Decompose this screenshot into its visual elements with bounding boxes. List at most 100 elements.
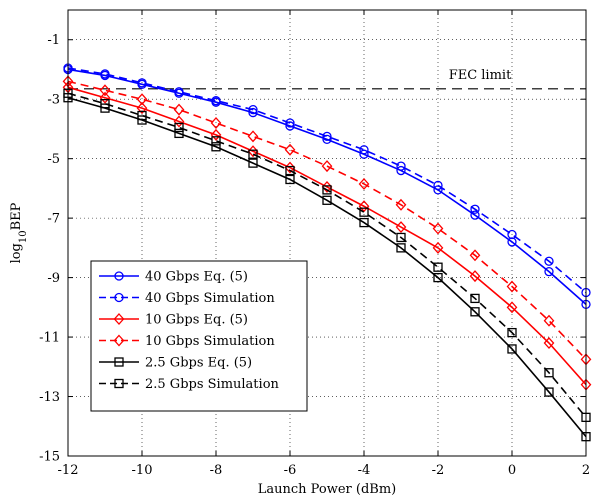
square-marker	[359, 217, 369, 228]
series-line	[67, 80, 587, 360]
square-marker	[544, 368, 554, 378]
legend-entry-label: 2.5 Gbps Eq. (5)	[145, 356, 252, 371]
circle-marker	[433, 180, 443, 191]
diamond-marker	[358, 177, 370, 190]
series-line	[67, 86, 587, 386]
legend-entry-label: 10 Gbps Simulation	[145, 334, 275, 349]
square-marker	[359, 207, 369, 217]
x-tick-label: 2	[582, 463, 590, 478]
circle-marker	[248, 107, 258, 118]
circle-marker	[174, 87, 184, 97]
series-line	[67, 92, 587, 418]
y-tick-label: -15	[39, 450, 60, 465]
diamond-marker	[321, 160, 333, 173]
diamond-marker	[173, 115, 185, 128]
y-axis-title: log10BEP	[9, 202, 29, 263]
circle-marker	[100, 69, 110, 79]
square-marker	[174, 128, 184, 139]
legend-entry-label: 10 Gbps Eq. (5)	[145, 313, 248, 328]
y-axis-title-subscript: 10	[18, 230, 29, 243]
circle-marker	[544, 267, 554, 277]
diamond-marker	[469, 249, 481, 262]
x-axis-title: Launch Power (dBm)	[258, 482, 396, 496]
circle-marker	[285, 118, 295, 128]
circle-marker	[396, 165, 406, 176]
x-tick-label: -8	[210, 463, 223, 478]
series-line	[67, 96, 587, 438]
square-marker	[285, 165, 295, 176]
circle-marker	[544, 256, 554, 266]
diamond-marker	[284, 143, 296, 156]
diamond-marker	[99, 91, 111, 104]
circle-marker	[137, 78, 147, 88]
square-marker	[248, 149, 258, 159]
legend: 40 Gbps Eq. (5) 40 Gbps Simulation 10 Gbps…	[90, 260, 308, 412]
series-line	[67, 68, 587, 305]
series-line	[67, 67, 587, 294]
square-marker	[211, 142, 221, 152]
circle-marker	[114, 292, 124, 303]
diamond-marker	[113, 313, 125, 325]
x-tick-label: -6	[284, 463, 297, 478]
square-marker	[114, 378, 124, 389]
series-6	[63, 88, 591, 422]
square-marker	[544, 387, 554, 397]
fec-limit-label: FEC limit	[449, 68, 512, 83]
square-marker	[322, 185, 332, 195]
circle-marker	[470, 210, 480, 220]
y-tick-label: -1	[47, 33, 60, 48]
x-tick-label: -10	[132, 463, 153, 478]
x-tick-label: -12	[58, 463, 79, 478]
diamond-marker	[395, 221, 407, 234]
diamond-marker	[113, 334, 125, 347]
y-axis-title-main: log	[9, 243, 24, 263]
diamond-marker	[173, 103, 185, 116]
x-tick-label: -4	[358, 463, 371, 478]
diamond-marker	[506, 301, 518, 314]
y-tick-label: -13	[39, 390, 60, 405]
diamond-marker	[358, 200, 370, 213]
diamond-marker	[543, 314, 555, 327]
square-marker	[433, 262, 443, 272]
square-marker	[248, 158, 258, 168]
square-marker	[137, 110, 147, 121]
legend-entry-label: 40 Gbps Eq. (5)	[145, 270, 248, 285]
axis-ticks: -12 -10 -8 -6 -4 -2 0 2 -1 -3 -5 -7 -9 -11 -13 -15	[39, 10, 590, 478]
x-tick-label: -2	[432, 463, 445, 478]
diamond-marker	[506, 280, 518, 293]
diamond-marker	[210, 128, 222, 141]
square-marker	[470, 307, 480, 317]
square-marker	[507, 344, 517, 354]
x-tick-label: 0	[508, 463, 516, 478]
plot-area	[67, 9, 587, 457]
diamond-marker	[432, 241, 444, 254]
diamond-marker	[432, 222, 444, 235]
y-tick-label: -7	[47, 212, 60, 227]
y-tick-label: -11	[39, 331, 60, 346]
y-tick-label: -3	[47, 93, 60, 108]
circle-marker	[248, 104, 258, 115]
circle-marker	[359, 149, 369, 159]
legend-box	[90, 260, 308, 412]
diamond-marker	[210, 117, 222, 129]
circle-marker	[507, 229, 517, 240]
square-marker	[285, 174, 295, 185]
circle-marker	[285, 121, 295, 131]
diamond-marker	[469, 270, 481, 283]
square-marker	[211, 136, 221, 146]
square-marker	[174, 122, 184, 133]
square-marker	[322, 195, 332, 205]
legend-entry-label: 2.5 Gbps Simulation	[145, 377, 280, 392]
square-marker	[396, 243, 406, 253]
square-marker	[507, 327, 517, 338]
square-marker	[396, 232, 406, 243]
y-tick-label: -5	[47, 152, 60, 167]
square-marker	[470, 293, 480, 304]
diamond-marker	[395, 198, 407, 211]
y-axis-title-rest: BEP	[9, 202, 24, 230]
square-marker	[100, 99, 110, 109]
diamond-marker	[543, 337, 555, 349]
y-tick-label: -9	[47, 271, 60, 286]
diamond-marker	[99, 84, 111, 97]
